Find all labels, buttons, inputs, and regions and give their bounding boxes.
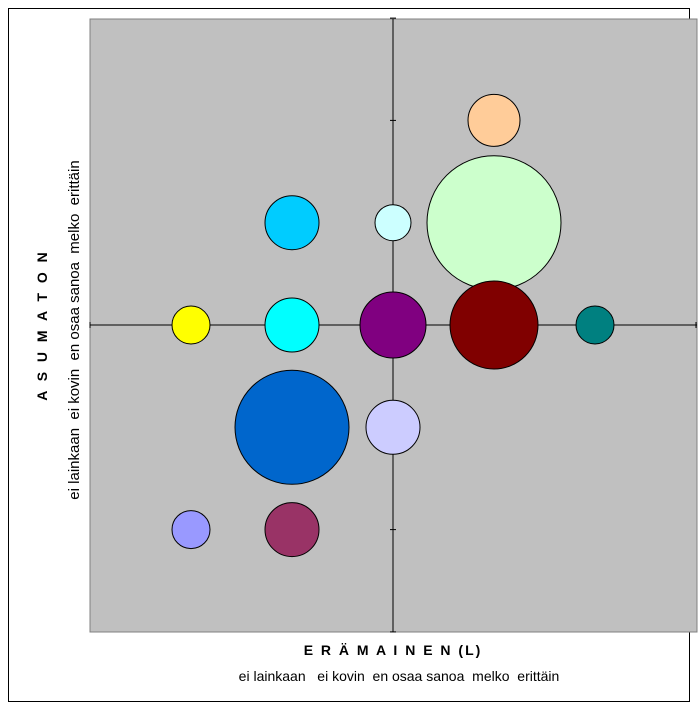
bubble-point — [264, 297, 320, 353]
y-axis-title: A S U M A T O N — [34, 249, 50, 401]
bubble-point — [264, 502, 320, 558]
bubble-point — [171, 305, 211, 345]
bubble-point — [359, 291, 427, 359]
y-axis-tick-labels: ei lainkaan ei kovin en osaa sanoa melko… — [66, 160, 83, 499]
bubble-point — [426, 155, 562, 291]
bubble-point — [365, 399, 421, 455]
bubble-point — [264, 195, 320, 251]
x-axis-tick-labels: ei lainkaan ei kovin en osaa sanoa melko… — [239, 668, 560, 684]
bubble-point — [467, 93, 521, 147]
bubble-point — [171, 510, 211, 550]
bubble-point — [234, 369, 350, 485]
bubble-point — [575, 305, 615, 345]
bubble-point — [449, 280, 539, 370]
bubbles — [171, 93, 615, 558]
bubble-point — [374, 204, 412, 242]
x-axis-title: E R Ä M A I N E N (L) — [304, 642, 483, 658]
